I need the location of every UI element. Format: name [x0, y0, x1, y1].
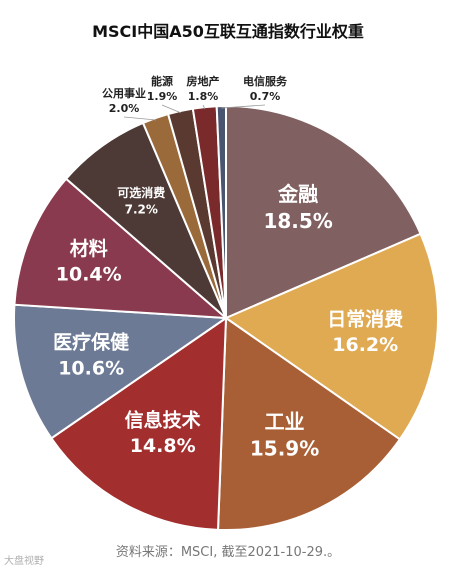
slice-category-label: 能源: [151, 74, 173, 88]
slice-label: 金融 18.5%: [263, 182, 332, 233]
leader-line: [202, 104, 206, 110]
slice-label: 房地产 1.8%: [187, 74, 220, 103]
slice-value-label: 10.4%: [56, 264, 122, 286]
slice-category-label: 信息技术: [125, 409, 201, 432]
slice-value-label: 14.8%: [130, 435, 196, 457]
slice-label: 公用事业 2.0%: [102, 86, 146, 115]
slice-category-label: 医疗保健: [53, 331, 129, 354]
slice-value-label: 10.6%: [58, 357, 124, 379]
pie-slice: [223, 232, 439, 441]
pie-slice: [215, 104, 227, 319]
pie-slice: [13, 303, 229, 440]
slice-value-label: 1.9%: [147, 90, 178, 103]
slice-label: 医疗保健 10.6%: [53, 331, 129, 380]
chart-title: MSCI中国A50互联互通指数行业权重: [92, 22, 364, 41]
slice-label: 日常消费 16.2%: [327, 307, 403, 356]
slice-category-label: 金融: [277, 182, 318, 206]
slice-value-label: 1.8%: [188, 90, 219, 103]
slice-value-label: 0.7%: [250, 90, 281, 103]
slice-category-label: 材料: [70, 237, 108, 260]
leader-line: [123, 116, 157, 121]
slice-value-label: 16.2%: [332, 334, 398, 356]
pie-slice: [50, 316, 228, 531]
leader-line: [221, 104, 266, 109]
leader-line: [161, 104, 181, 114]
slice-category-label: 可选消费: [117, 185, 165, 200]
source-note: 资料来源：MSCI, 截至2021-10-29.。: [115, 545, 341, 560]
pie-slice: [225, 104, 422, 320]
slice-category-label: 电信服务: [243, 74, 288, 88]
slice-label: 电信服务 0.7%: [243, 74, 288, 103]
pie-slice: [216, 316, 402, 531]
slice-value-label: 2.0%: [109, 102, 140, 115]
watermark: 大盘视野: [4, 556, 44, 567]
slice-category-label: 日常消费: [327, 307, 403, 330]
slice-label: 可选消费 7.2%: [117, 185, 165, 216]
slice-category-label: 工业: [265, 410, 305, 434]
slice-value-label: 18.5%: [263, 209, 332, 233]
slice-label: 信息技术 14.8%: [125, 409, 201, 458]
slice-label: 能源 1.9%: [147, 74, 178, 103]
slice-label: 工业 15.9%: [250, 410, 319, 461]
slice-category-label: 公用事业: [102, 86, 146, 100]
slice-value-label: 7.2%: [125, 202, 158, 216]
pie-slice: [13, 177, 229, 320]
slice-value-label: 15.9%: [250, 437, 319, 461]
slice-category-label: 房地产: [187, 74, 220, 88]
slice-label: 材料 10.4%: [56, 237, 122, 286]
